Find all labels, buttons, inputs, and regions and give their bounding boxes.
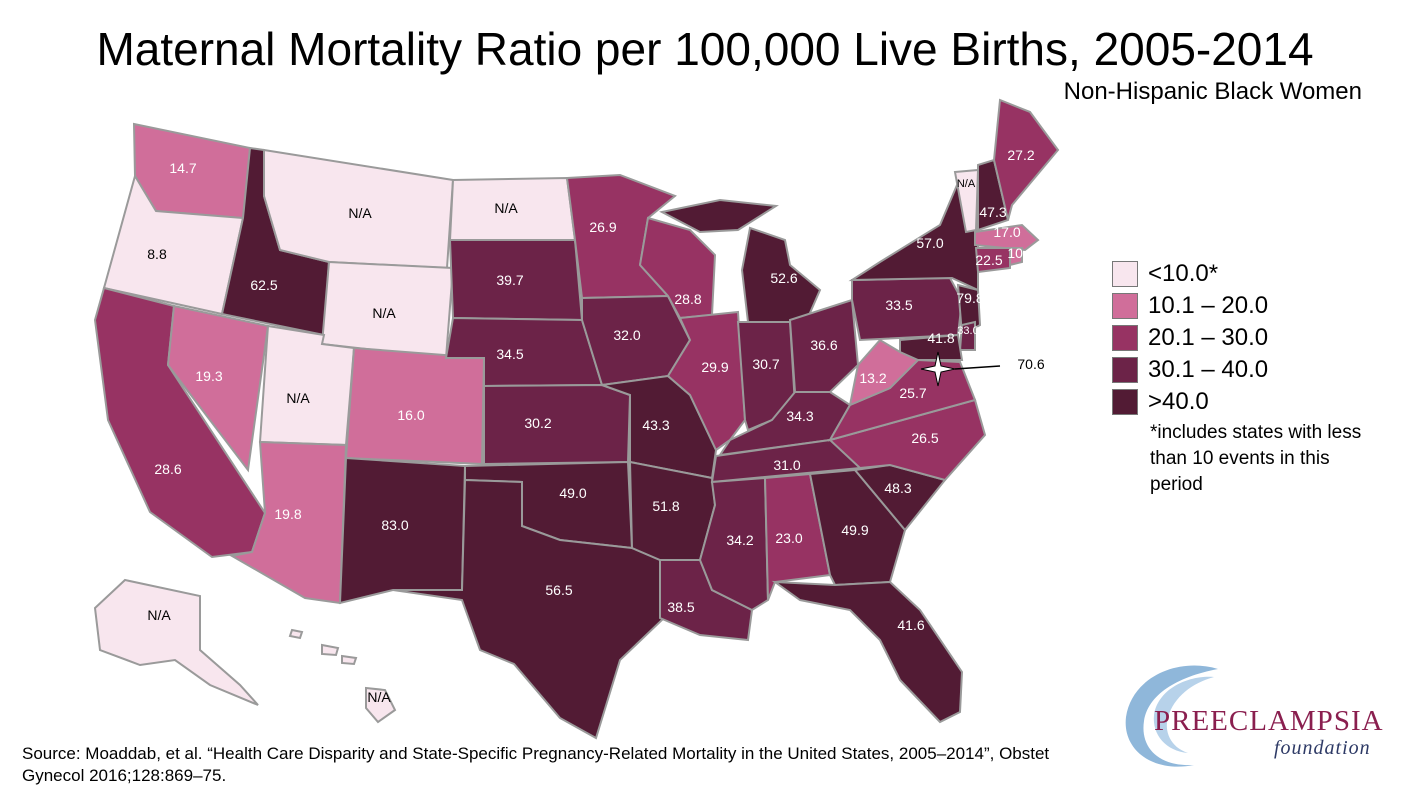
label-virginia: 25.7 (899, 385, 926, 401)
label-florida: 41.6 (897, 617, 924, 633)
label-mississippi: 34.2 (726, 532, 753, 548)
legend-label: 20.1 – 30.0 (1148, 324, 1269, 351)
legend-label: >40.0 (1148, 388, 1209, 415)
legend-label: 30.1 – 40.0 (1148, 356, 1269, 383)
label-missouri: 43.3 (642, 417, 669, 433)
label-oklahoma: 49.0 (559, 485, 586, 501)
label-texas: 56.5 (545, 582, 572, 598)
legend-label: 10.1 – 20.0 (1148, 292, 1269, 319)
legend-item: 10.1 – 20.0 (1112, 290, 1268, 322)
label-north-dakota: N/A (494, 200, 518, 216)
legend-item: >40.0 (1112, 386, 1268, 418)
state-texas (392, 478, 666, 740)
state-kansas (483, 383, 632, 466)
label-wyoming: N/A (372, 305, 396, 321)
label-wisconsin: 28.8 (674, 291, 701, 307)
map-title: Maternal Mortality Ratio per 100,000 Liv… (96, 23, 1314, 75)
state-delaware (958, 320, 976, 351)
us-map: 14.7 8.8 28.6 62.5 19.3 N/A N/A N/A 19.8… (93, 98, 1060, 740)
state-colorado (344, 346, 486, 466)
source-citation: Source: Moaddab, et al. “Health Care Dis… (22, 744, 1050, 785)
label-district-of-columbia: 70.6 (1017, 356, 1044, 372)
label-pennsylvania: 33.5 (885, 297, 912, 313)
label-georgia: 49.9 (841, 522, 868, 538)
legend-swatch (1112, 325, 1138, 351)
state-florida (771, 580, 964, 724)
label-minnesota: 26.9 (589, 219, 616, 235)
label-arkansas: 51.8 (652, 498, 679, 514)
state-rhode-island (1009, 247, 1023, 267)
label-new-hampshire: 47.3 (979, 204, 1006, 220)
state-hawaii (288, 628, 397, 724)
state-alabama (763, 472, 832, 601)
label-louisiana: 38.5 (667, 599, 694, 615)
logo-name: PREECLAMPSIA (1154, 705, 1384, 737)
state-michigan (659, 198, 822, 323)
label-kansas: 30.2 (524, 415, 551, 431)
legend-label: <10.0* (1148, 260, 1219, 287)
dc-star-icon (920, 351, 956, 387)
label-indiana: 30.7 (752, 356, 779, 372)
label-maine: 27.2 (1007, 147, 1034, 163)
legend-swatch (1112, 293, 1138, 319)
state-nevada (166, 304, 270, 473)
label-rhode-island: 10.4 (1007, 245, 1034, 261)
label-vermont: N/A (957, 178, 976, 190)
legend-item: <10.0* (1112, 258, 1268, 290)
label-south-carolina: 48.3 (884, 480, 911, 496)
legend-item: 20.1 – 30.0 (1112, 322, 1268, 354)
label-nevada: 19.3 (195, 368, 222, 384)
label-idaho: 62.5 (250, 277, 277, 293)
label-arizona: 19.8 (274, 506, 301, 522)
preeclampsia-foundation-logo: PREECLAMPSIA foundation (1118, 655, 1398, 780)
state-alaska (93, 578, 259, 706)
state-massachusetts (974, 223, 1040, 252)
label-ohio: 36.6 (810, 337, 837, 353)
label-new-mexico: 83.0 (381, 517, 408, 533)
state-ohio (788, 298, 860, 393)
label-alabama: 23.0 (775, 530, 802, 546)
label-south-dakota: 39.7 (496, 272, 523, 288)
label-hawaii: N/A (367, 689, 391, 705)
label-michigan: 52.6 (770, 270, 797, 286)
label-massachusetts: 17.0 (993, 224, 1020, 240)
legend: <10.0* 10.1 – 20.0 20.1 – 30.0 30.1 – 40… (1112, 258, 1268, 418)
swirl-logo-icon (1125, 665, 1218, 767)
legend-swatch (1112, 357, 1138, 383)
label-montana: N/A (348, 205, 372, 221)
label-colorado: 16.0 (397, 407, 424, 423)
label-illinois: 29.9 (701, 359, 728, 375)
label-alaska: N/A (147, 607, 171, 623)
label-nebraska: 34.5 (496, 346, 523, 362)
label-maryland: 41.8 (927, 330, 954, 346)
label-west-virginia: 13.2 (859, 370, 886, 386)
label-washington: 14.7 (169, 160, 196, 176)
label-north-carolina: 26.5 (911, 430, 938, 446)
map-subtitle: Non-Hispanic Black Women (1063, 78, 1362, 105)
state-vermont (953, 168, 980, 234)
logo-subtitle: foundation (1274, 737, 1371, 759)
state-connecticut (974, 247, 1011, 274)
dc-leader-line (954, 365, 1001, 370)
label-tennessee: 31.0 (773, 457, 800, 473)
legend-item: 30.1 – 40.0 (1112, 354, 1268, 386)
legend-footnote: *includes states with less than 10 event… (1150, 422, 1362, 495)
label-iowa: 32.0 (613, 327, 640, 343)
label-connecticut: 22.5 (975, 252, 1002, 268)
legend-swatch (1112, 261, 1138, 287)
label-utah: N/A (286, 390, 310, 406)
label-new-jersey: 79.8 (956, 290, 983, 306)
label-kentucky: 34.3 (786, 408, 813, 424)
label-delaware: 33.0 (957, 325, 978, 337)
label-oregon: 8.8 (147, 246, 167, 262)
label-california: 28.6 (154, 461, 181, 477)
state-maine (992, 98, 1060, 221)
legend-swatch (1112, 389, 1138, 415)
label-new-york: 57.0 (916, 235, 943, 251)
